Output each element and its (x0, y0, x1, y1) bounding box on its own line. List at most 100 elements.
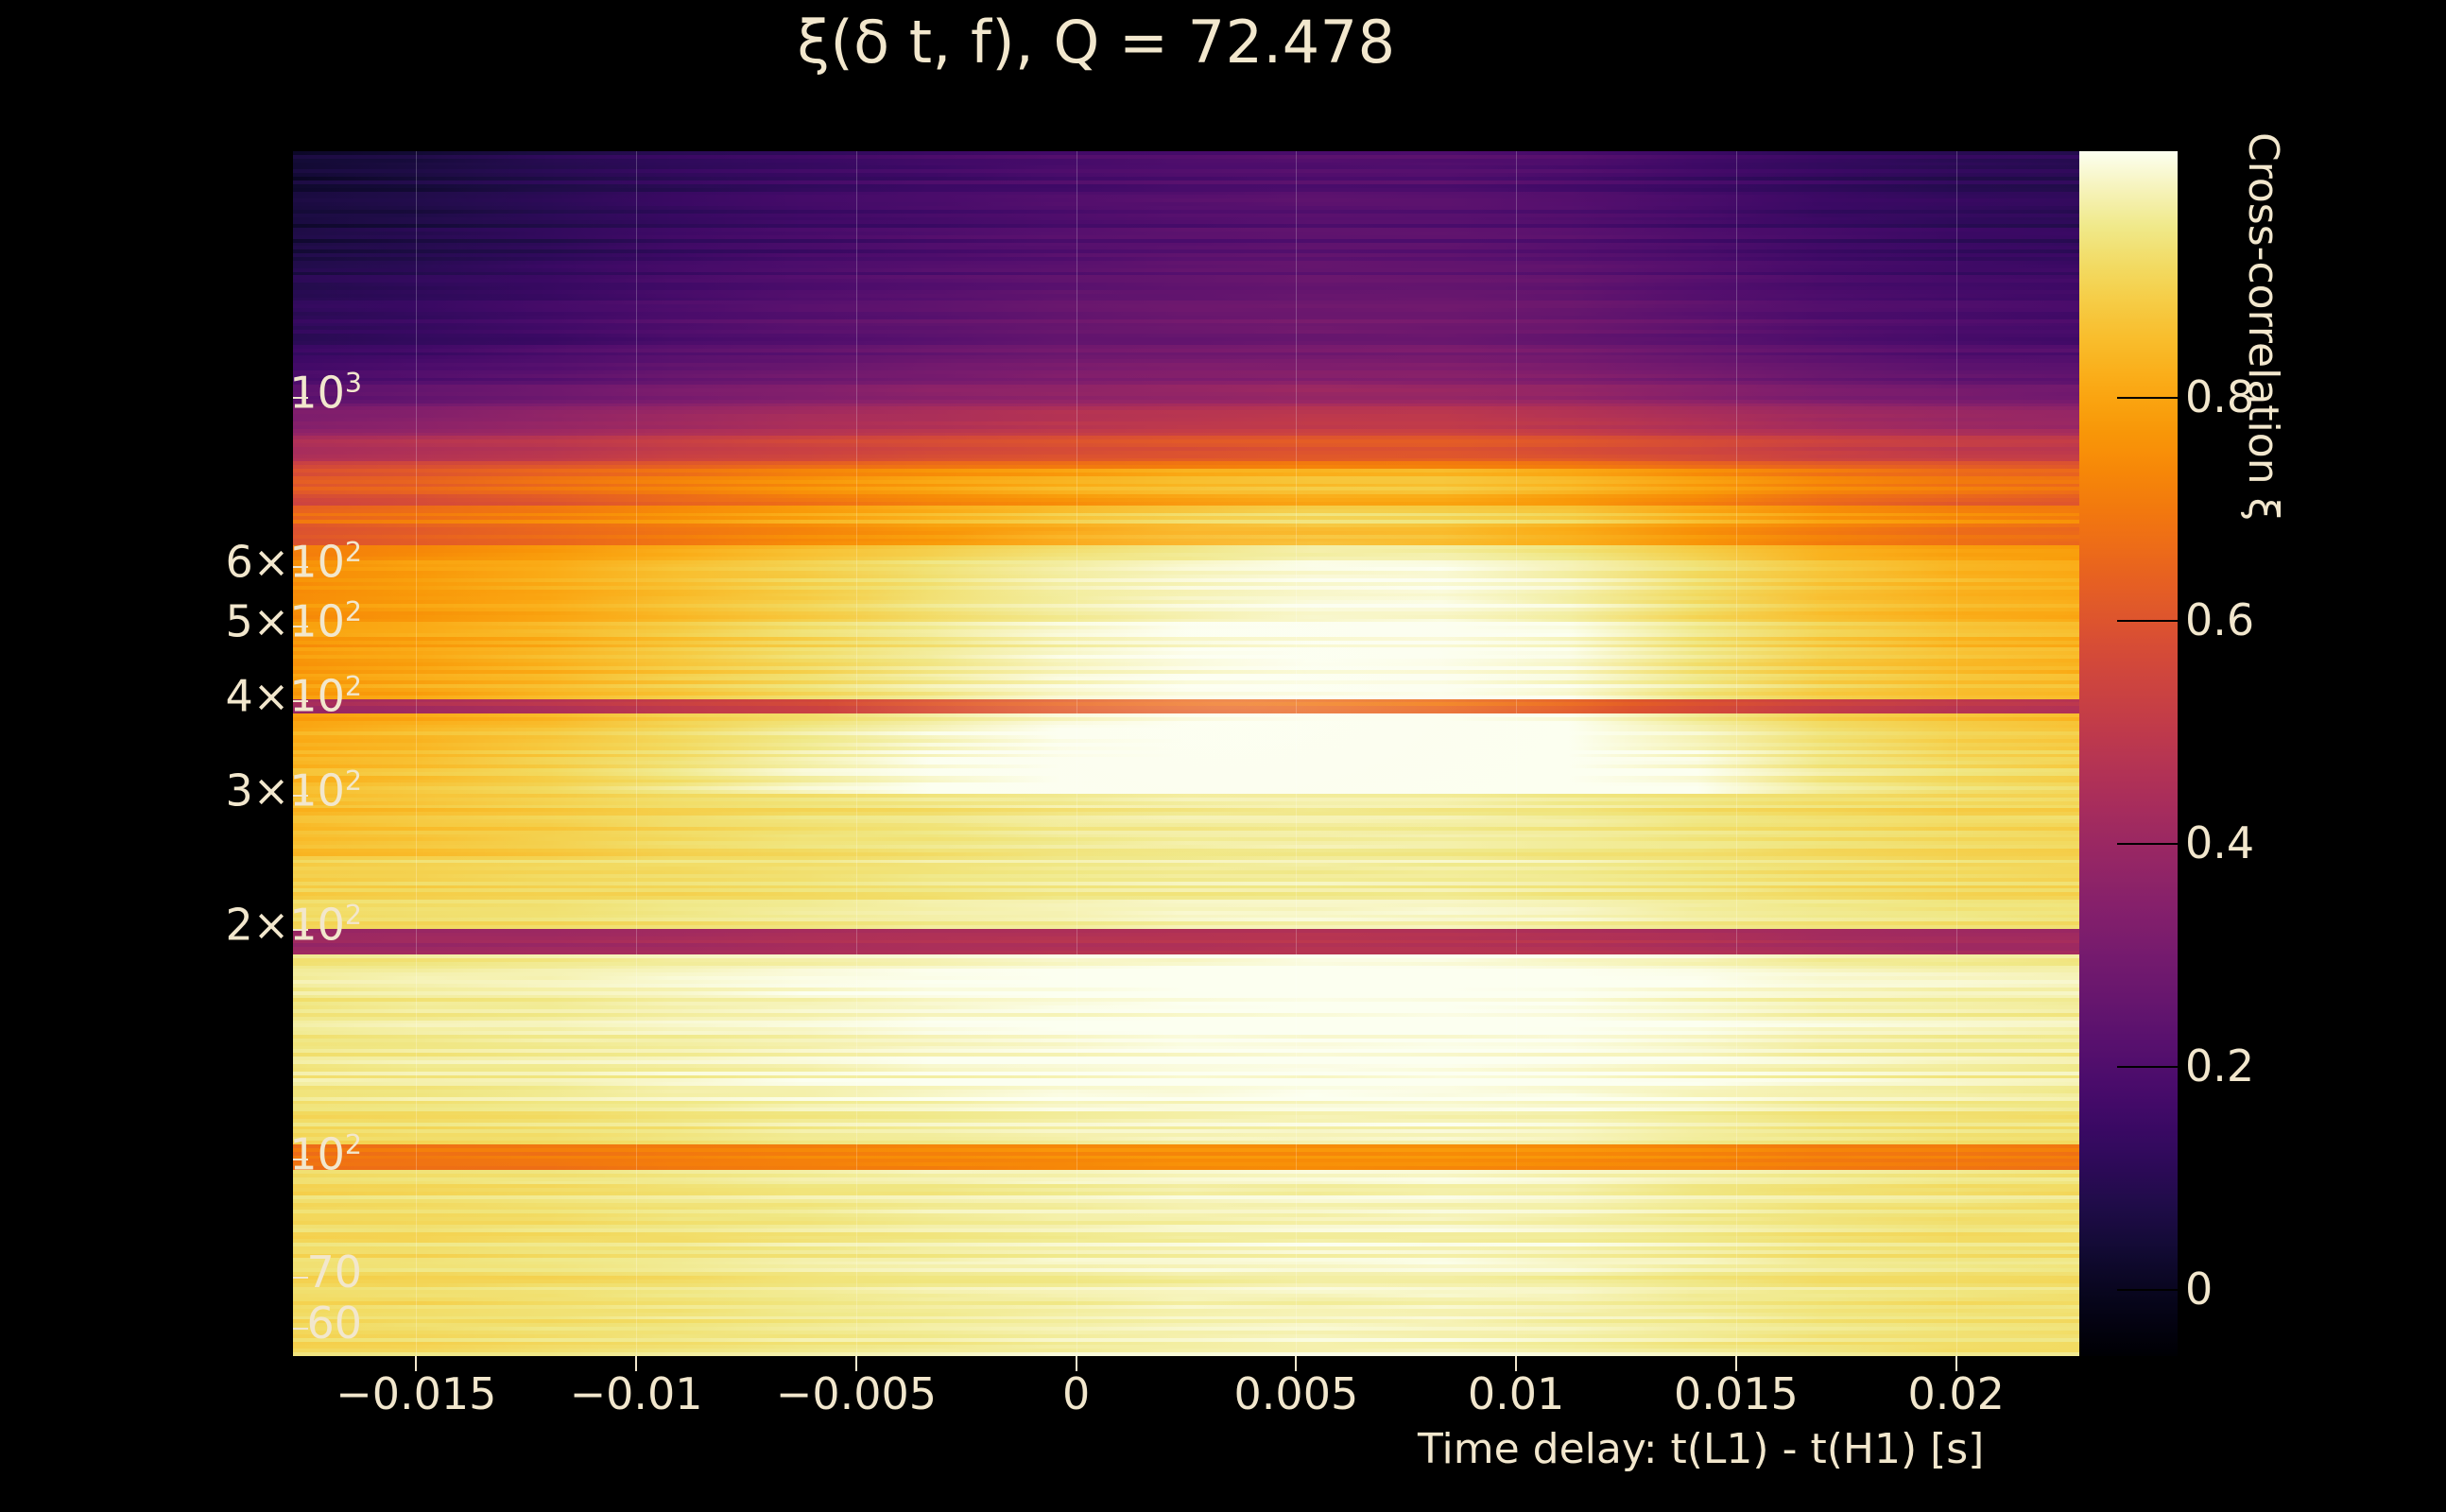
heatmap-row (293, 169, 2079, 174)
heatmap-row (293, 794, 2079, 799)
heatmap-row (293, 965, 2079, 971)
heatmap-row (293, 939, 2079, 944)
heatmap-row (293, 910, 2079, 916)
heatmap-row (293, 651, 2079, 656)
x-tick-label: 0.02 (1907, 1368, 2005, 1419)
gridline-vertical (636, 151, 638, 1356)
heatmap-row (293, 812, 2079, 816)
heatmap-row (293, 151, 2079, 156)
colorbar-tick-label: 0.6 (2185, 593, 2255, 645)
colorbar-tick-label: 0 (2185, 1263, 2213, 1315)
heatmap-row (293, 494, 2079, 499)
y-tick-mark (293, 929, 308, 932)
heatmap-row (293, 563, 2079, 569)
heatmap-row (293, 1308, 2079, 1314)
heatmap-row (293, 892, 2079, 897)
x-axis-title: Time delay: t(L1) - t(H1) [s] (1418, 1425, 1985, 1473)
heatmap-row (293, 881, 2079, 886)
heatmap-row (293, 575, 2079, 579)
heatmap-row (293, 1159, 2079, 1163)
heatmap-row (293, 1235, 2079, 1240)
heatmap-row (293, 662, 2079, 667)
heatmap-row (293, 987, 2079, 992)
heatmap-row (293, 1104, 2079, 1108)
heatmap-row (293, 443, 2079, 448)
heatmap-row (293, 900, 2079, 904)
heatmap-row (293, 1282, 2079, 1288)
heatmap-row (293, 366, 2079, 371)
x-tick-mark (1955, 1356, 1957, 1371)
heatmap-row (293, 487, 2079, 491)
heatmap-row (293, 340, 2079, 346)
heatmap-row (293, 830, 2079, 835)
heatmap-row (293, 918, 2079, 922)
y-tick-label: 103 (289, 367, 362, 419)
heatmap-row (293, 819, 2079, 824)
heatmap-row (293, 198, 2079, 203)
heatmap-row (293, 1016, 2079, 1022)
heatmap-row (293, 177, 2079, 181)
heatmap-row (293, 951, 2079, 955)
heatmap-row (293, 626, 2079, 630)
heatmap-row (293, 1231, 2079, 1237)
heatmap-row (293, 1239, 2079, 1244)
heatmap-row (293, 863, 2079, 868)
heatmap-row (293, 994, 2079, 999)
heatmap-row (293, 1137, 2079, 1142)
heatmap-row (293, 232, 2079, 236)
heatmap-row (293, 216, 2079, 221)
heatmap-row (293, 524, 2079, 528)
heatmap-row (293, 932, 2079, 937)
y-tick-mark (293, 1276, 308, 1279)
colorbar-gradient (2079, 151, 2178, 1356)
heatmap-row (293, 344, 2079, 350)
heatmap-row (293, 578, 2079, 583)
heatmap-row (293, 534, 2079, 540)
heatmap-row (293, 1276, 2079, 1280)
colorbar-tick-mark (2117, 396, 2178, 399)
heatmap-row (293, 205, 2079, 211)
heatmap-row (293, 1133, 2079, 1138)
colorbar-tick-mark (2117, 619, 2178, 622)
heatmap-row (293, 1272, 2079, 1277)
heatmap-row (293, 731, 2079, 736)
heatmap-row (293, 234, 2079, 240)
heatmap-row (293, 1253, 2079, 1259)
heatmap-row (293, 264, 2079, 269)
heatmap-row (293, 1035, 2079, 1040)
heatmap-row (293, 1341, 2079, 1346)
heatmap-row (293, 246, 2079, 250)
heatmap-row (293, 1246, 2079, 1251)
heatmap-row (293, 326, 2079, 331)
heatmap-row (293, 1162, 2079, 1167)
y-tick-label: 3×102 (225, 765, 363, 816)
heatmap-row (293, 180, 2079, 185)
heatmap-row (293, 301, 2079, 305)
heatmap-row (293, 490, 2079, 495)
heatmap-row (293, 418, 2079, 422)
heatmap-plot-area (293, 151, 2079, 1356)
x-tick-label: −0.015 (336, 1368, 497, 1419)
heatmap-row (293, 191, 2079, 196)
heatmap-row (293, 1155, 2079, 1160)
heatmap-row (293, 1060, 2079, 1065)
y-tick-label: 5×102 (225, 595, 363, 647)
heatmap-row (293, 308, 2079, 313)
heatmap-row (293, 673, 2079, 678)
heatmap-row (293, 804, 2079, 810)
heatmap-row (293, 1074, 2079, 1079)
heatmap-row (293, 1023, 2079, 1028)
heatmap-row (293, 512, 2079, 517)
heatmap-row (293, 369, 2079, 375)
y-tick-label: 102 (289, 1128, 362, 1180)
heatmap-row (293, 877, 2079, 883)
heatmap-row (293, 1345, 2079, 1349)
heatmap-row (293, 596, 2079, 601)
heatmap-row (293, 1198, 2079, 1204)
heatmap-row (293, 600, 2079, 605)
colorbar (2079, 151, 2178, 1356)
heatmap-row (293, 610, 2079, 616)
heatmap-row (293, 559, 2079, 565)
heatmap-row (293, 761, 2079, 765)
